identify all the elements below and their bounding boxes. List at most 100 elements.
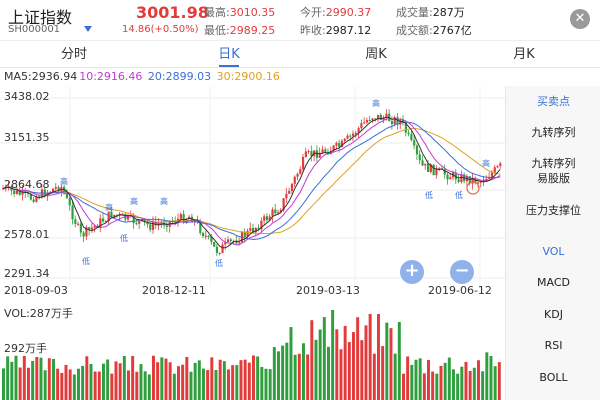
- candle-body: [415, 145, 419, 155]
- candle-body: [340, 141, 344, 147]
- x-axis-label: 2019-03-13: [296, 284, 360, 297]
- candle-body: [477, 182, 480, 184]
- candle-body: [321, 149, 324, 153]
- volume-bar: [97, 371, 101, 400]
- candle-body: [68, 198, 71, 206]
- candle-body: [435, 168, 438, 176]
- plus-icon[interactable]: +: [400, 260, 424, 284]
- candle-body: [471, 177, 474, 184]
- volume-bar: [468, 370, 472, 400]
- candle-body: [71, 205, 74, 220]
- candle-body: [352, 133, 355, 136]
- sidebar-item-boll[interactable]: BOLL: [539, 371, 568, 384]
- candle-body: [204, 235, 207, 237]
- sidebar-item-vol[interactable]: VOL: [542, 245, 565, 258]
- volume-bar: [389, 328, 393, 400]
- ma-legend: MA5:2936.94 10:2916.46 20:2899.03 30:2900…: [4, 70, 282, 86]
- candle-body: [365, 120, 369, 123]
- sidebar-item-kdj[interactable]: KDJ: [544, 308, 563, 321]
- tab-monthly-k[interactable]: 月K: [513, 47, 535, 62]
- candle-body: [90, 227, 94, 230]
- close-icon[interactable]: ✕: [570, 9, 590, 29]
- caret-down-icon[interactable]: [84, 26, 92, 32]
- volume-bar: [414, 359, 418, 400]
- low-marker: 低: [425, 190, 433, 200]
- sidebar-item-pressure-support[interactable]: 压力支撑位: [526, 204, 581, 217]
- candle-body: [449, 177, 452, 180]
- candle-body: [404, 122, 407, 133]
- sidebar-item-nine-turn-easy-sub[interactable]: 易股版: [537, 172, 570, 185]
- candle-body: [65, 193, 69, 199]
- volume-bar: [343, 325, 347, 400]
- candle-body: [357, 128, 360, 133]
- volume-bar: [239, 360, 243, 400]
- candle-body: [104, 221, 107, 223]
- candle-body: [496, 166, 499, 168]
- volume-bar: [277, 351, 280, 400]
- sidebar-item-nine-turn[interactable]: 九转序列: [531, 126, 576, 139]
- candle-body: [399, 120, 402, 125]
- stock-name[interactable]: 上证指数: [8, 8, 73, 27]
- volume-bar: [168, 362, 172, 400]
- ma10-line: [2, 118, 501, 246]
- stat-low-label: 最低:: [204, 24, 230, 37]
- sidebar-item-macd[interactable]: MACD: [537, 276, 570, 289]
- candle-body: [82, 232, 85, 237]
- volume-bar: [2, 368, 5, 400]
- candle-body: [13, 190, 16, 194]
- stat-open: 今开:2990.37: [300, 4, 371, 20]
- volume-bar: [452, 369, 455, 400]
- volume-bar: [197, 360, 201, 400]
- candle-body: [227, 239, 230, 243]
- stat-prevclose-value: 2987.12: [325, 24, 372, 37]
- stat-low-value: 2989.25: [229, 24, 276, 37]
- candle-body: [218, 252, 221, 254]
- candle-body: [57, 187, 60, 192]
- tab-daily-k[interactable]: 日K: [218, 47, 240, 62]
- volume-bar: [385, 322, 389, 400]
- volume-bar: [335, 329, 339, 400]
- candle-body: [460, 174, 463, 182]
- y-axis-label: 2864.68: [4, 178, 50, 191]
- candle-body: [374, 118, 377, 120]
- volume-bar: [464, 361, 468, 400]
- current-price: 3001.98: [136, 3, 209, 22]
- high-marker: 高: [105, 202, 113, 212]
- candlestick-chart[interactable]: 低低低低低高高高高高高 3438.02 3151.35 2864.68 2578…: [0, 86, 505, 300]
- candle-body: [393, 117, 396, 125]
- volume-bar: [339, 349, 343, 400]
- stock-code[interactable]: SH000001: [8, 24, 61, 35]
- tab-intraday[interactable]: 分时: [60, 47, 87, 62]
- candle-body: [443, 168, 446, 175]
- minus-icon[interactable]: −: [450, 260, 474, 284]
- volume-chart[interactable]: VOL:287万手 292万手: [0, 300, 505, 400]
- y-axis-label: 2578.01: [4, 228, 50, 241]
- candle-body: [93, 225, 96, 228]
- stat-high-value: 3010.35: [229, 6, 276, 19]
- ma5-line: [2, 116, 501, 249]
- candle-body: [110, 211, 113, 218]
- volume-bar: [81, 365, 85, 400]
- volume-bar: [447, 357, 451, 400]
- candle-body: [446, 174, 449, 180]
- candle-body: [210, 236, 213, 242]
- candle-body: [363, 122, 366, 124]
- candle-body: [260, 220, 263, 230]
- candle-body: [413, 140, 416, 146]
- candle-body: [246, 230, 249, 237]
- candle-body: [249, 228, 252, 231]
- candle-body: [146, 222, 149, 225]
- sidebar-item-buy-sell-points[interactable]: 买卖点: [537, 95, 570, 108]
- candle-body: [152, 221, 155, 230]
- sidebar-item-rsi[interactable]: RSI: [544, 339, 563, 352]
- candle-body: [85, 227, 88, 237]
- volume-bar: [306, 354, 310, 400]
- sidebar-item-nine-turn-easy[interactable]: 九转序列: [531, 157, 576, 170]
- candle-body: [307, 151, 310, 153]
- ma10-label: 10:2916.46: [79, 70, 143, 83]
- volume-bar: [35, 357, 39, 400]
- candle-body: [165, 225, 169, 227]
- volume-bar: [235, 365, 239, 400]
- candle-body: [207, 235, 210, 237]
- tab-weekly-k[interactable]: 周K: [365, 47, 387, 62]
